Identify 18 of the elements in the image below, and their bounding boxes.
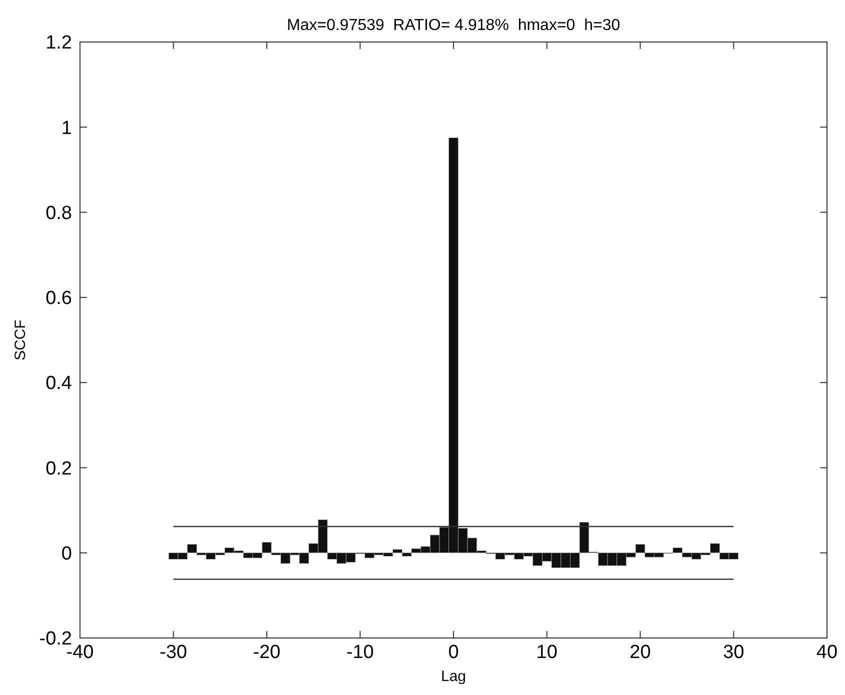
x-tick-label: -10 [346, 642, 374, 663]
y-tick-label: 0 [61, 544, 72, 565]
x-tick-label: -30 [160, 642, 188, 663]
x-tick-label: 20 [630, 642, 651, 663]
x-tick-label: 30 [723, 642, 744, 663]
x-tick-label: 0 [448, 642, 459, 663]
x-tick-label: 10 [536, 642, 558, 663]
chart-title: Max=0.97539 RATIO= 4.918% hmax=0 h=30 [286, 17, 620, 34]
y-tick-label: 0.2 [46, 458, 72, 480]
y-tick-label: 0.4 [46, 373, 72, 394]
x-tick-label: 40 [816, 642, 838, 663]
x-axis-title: Lag [440, 668, 466, 685]
y-tick-label: 0.8 [46, 202, 72, 224]
y-axis-title: SCCF [12, 320, 29, 360]
y-tick-label: 1.2 [46, 32, 72, 54]
y-tick-label: 0.6 [46, 288, 72, 310]
y-tick-label: 1 [61, 118, 72, 139]
x-tick-label: -20 [253, 642, 280, 663]
